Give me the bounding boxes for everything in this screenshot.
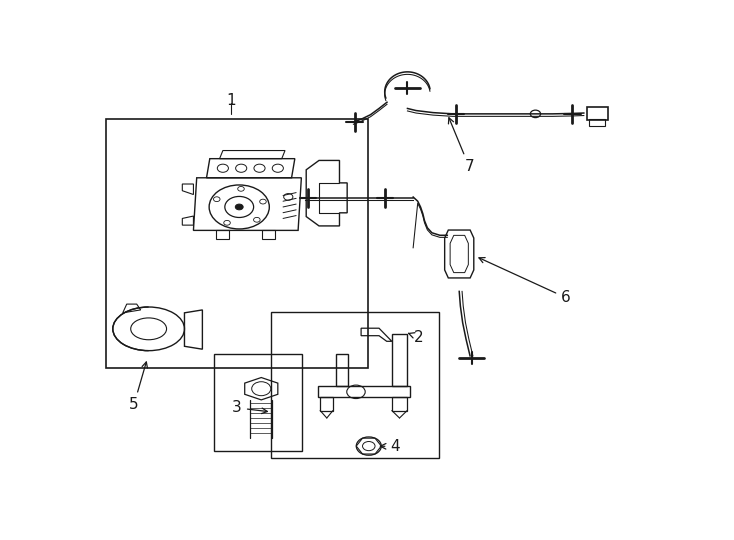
Text: 1: 1 [226, 93, 236, 107]
Circle shape [236, 204, 243, 210]
Text: 6: 6 [479, 258, 571, 305]
Bar [271, 312, 439, 458]
Bar [214, 354, 302, 451]
Text: 4: 4 [380, 439, 400, 454]
Bar [586, 107, 608, 120]
Text: 2: 2 [409, 329, 424, 345]
Text: 7: 7 [448, 118, 474, 174]
Text: 5: 5 [129, 362, 148, 413]
Text: 3: 3 [232, 400, 267, 415]
Bar [589, 119, 606, 125]
Bar [106, 119, 368, 368]
